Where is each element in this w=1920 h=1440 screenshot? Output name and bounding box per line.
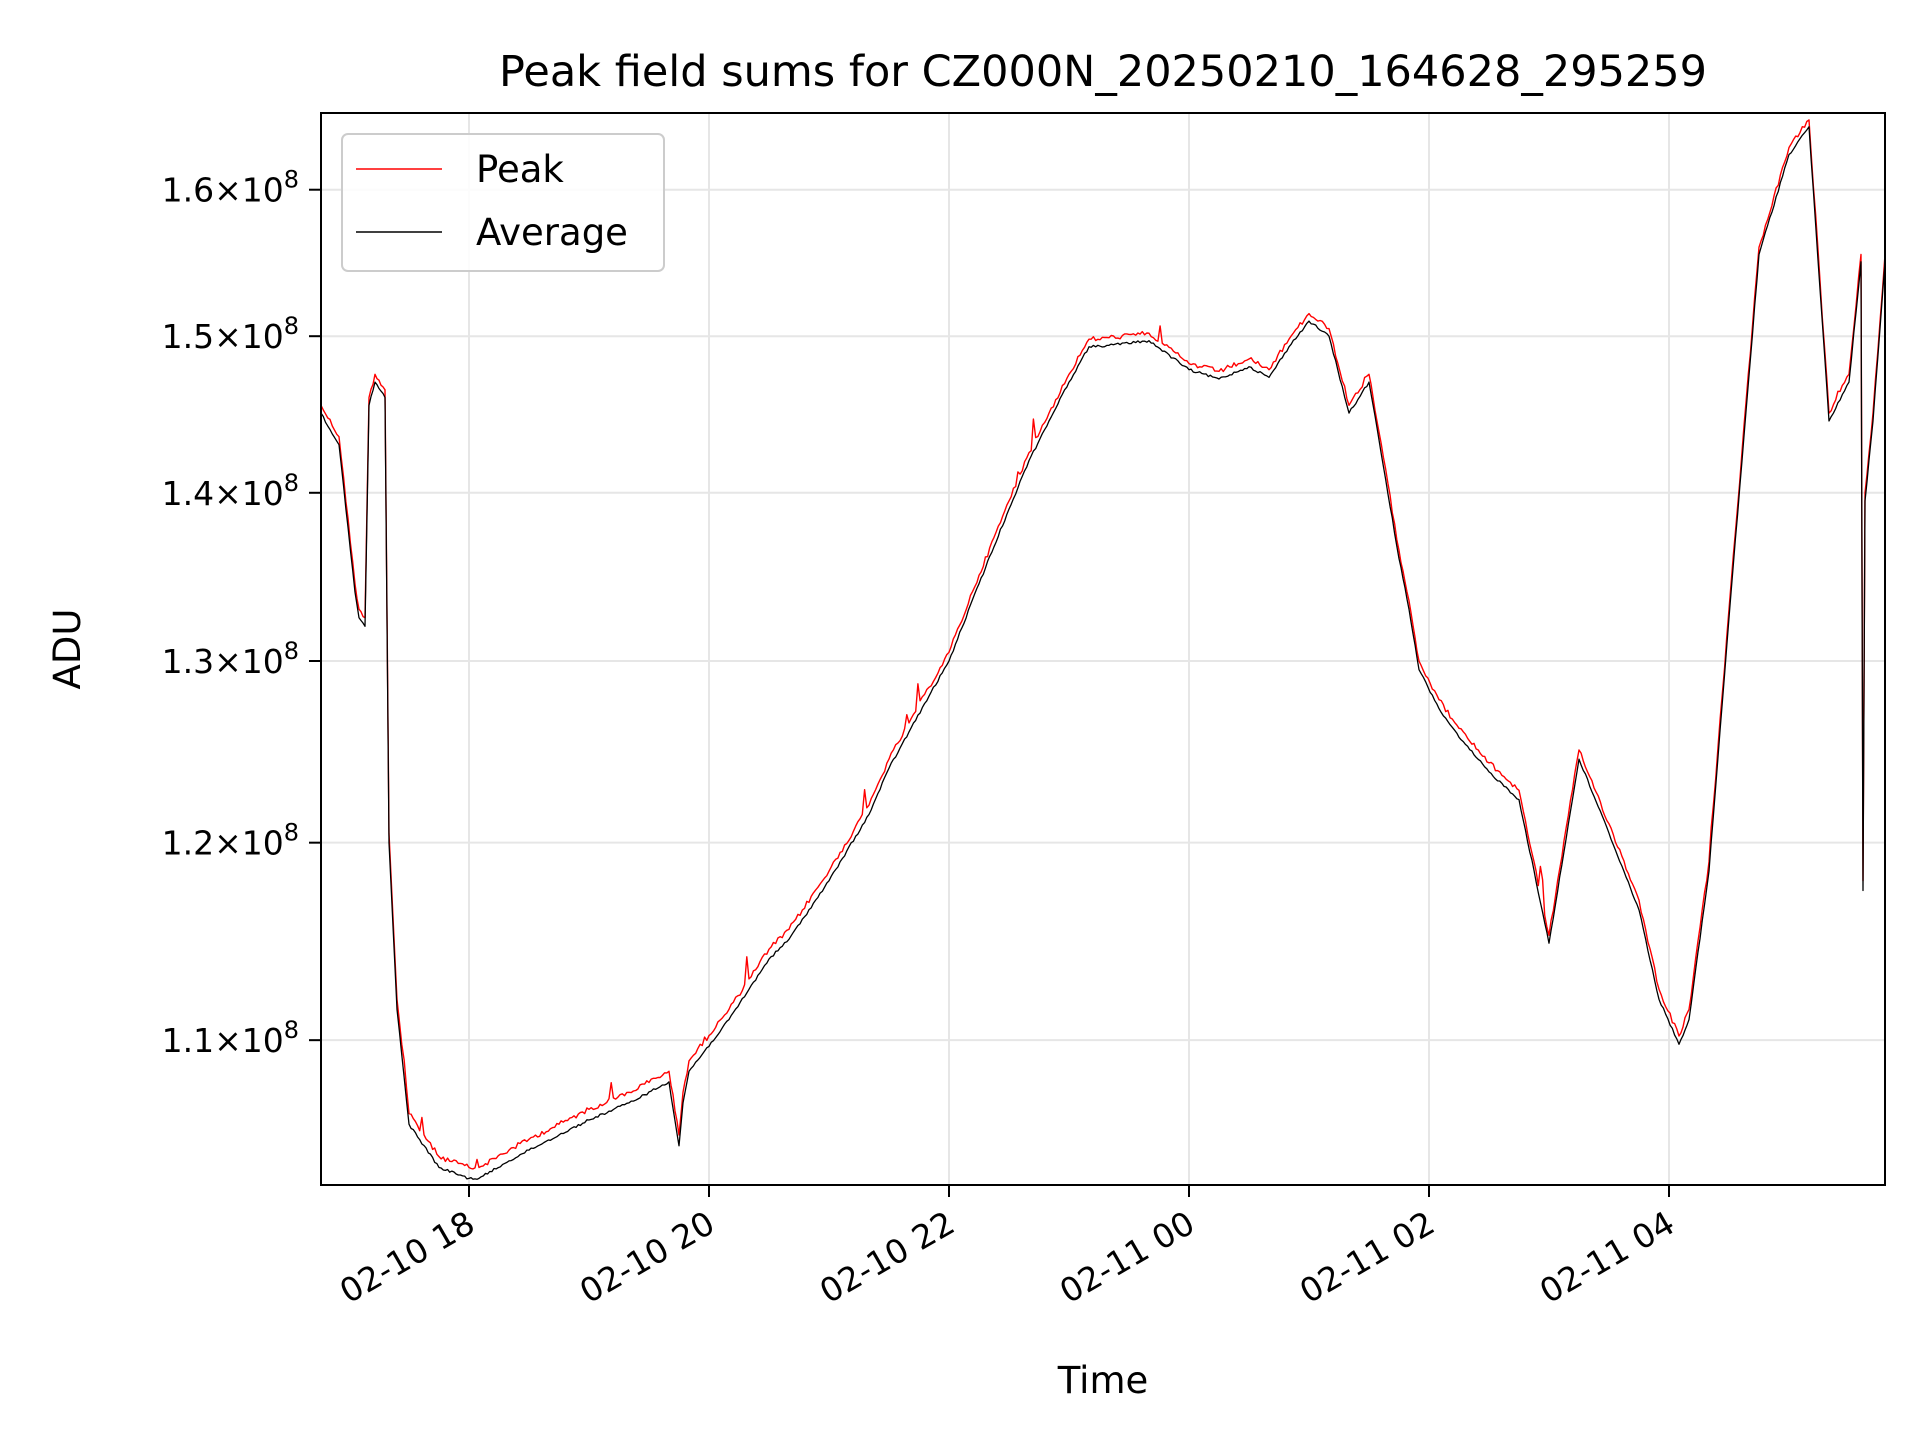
grid	[321, 113, 1885, 1185]
chart-title: Peak field sums for CZ000N_20250210_1646…	[499, 47, 1707, 97]
x-axis-label: Time	[1057, 1359, 1149, 1402]
y-axis-label: ADU	[46, 609, 89, 690]
series-line-average	[321, 126, 1885, 1180]
y-axis: 1.1×108 1.2×108 1.3×108 1.4×108 1.5×108 1.6×1…	[162, 166, 321, 1060]
series-line-peak	[321, 119, 1885, 1170]
series-layer	[321, 119, 1885, 1180]
y-tick-label: 1.6×108	[162, 166, 299, 210]
legend-label-peak: Peak	[476, 148, 564, 191]
plot-frame	[320, 112, 1886, 1186]
legend-label-average: Average	[476, 211, 628, 254]
y-tick-label: 1.1×108	[162, 1016, 299, 1060]
y-tick-label: 1.4×108	[162, 469, 299, 513]
y-tick-label: 1.2×108	[162, 819, 299, 863]
legend: Peak Average	[341, 133, 665, 272]
y-tick-label: 1.3×108	[162, 637, 299, 681]
y-tick-label: 1.5×108	[162, 312, 299, 356]
